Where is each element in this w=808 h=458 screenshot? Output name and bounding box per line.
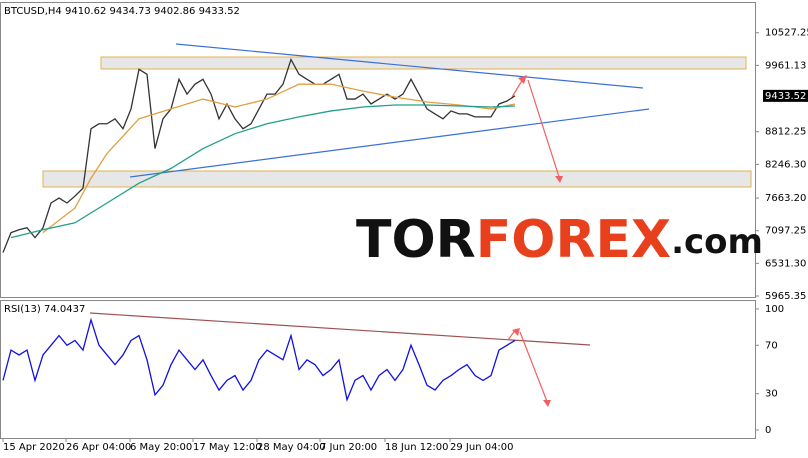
x-tick-label: 17 May 12:00 — [193, 442, 262, 453]
y-tick-label: 70 — [765, 340, 778, 351]
x-tick-label: 26 Apr 04:00 — [66, 442, 131, 453]
series-line — [2, 317, 516, 402]
x-tick-label: 28 May 04:00 — [257, 442, 326, 453]
y-tick-label: 5965.35 — [765, 291, 806, 302]
trendline — [129, 108, 650, 178]
y-tick-label: 9961.13 — [765, 60, 806, 71]
price-panel — [0, 2, 756, 298]
arrow-head — [518, 75, 527, 84]
arrow-head — [543, 400, 551, 407]
x-tick-label: 6 May 20:00 — [130, 442, 192, 453]
rsi-title: RSI(13) 74.0437 — [4, 304, 85, 315]
watermark-part: FOREX — [476, 210, 671, 270]
series-line — [42, 83, 516, 234]
y-tick-label: 8246.30 — [765, 159, 806, 170]
watermark-part: TOR — [356, 210, 476, 270]
arrow — [527, 79, 561, 181]
last-price-box — [763, 89, 808, 102]
support-zone — [42, 170, 752, 188]
y-tick-label: 0 — [765, 425, 771, 436]
arrow — [511, 78, 524, 98]
chart-title: BTCUSD,H4 9410.62 9434.73 9402.86 9433.5… — [4, 6, 240, 17]
x-tick-label: 29 Jun 04:00 — [450, 442, 514, 453]
rsi-panel — [0, 300, 756, 439]
arrow — [519, 331, 549, 405]
watermark: TORFOREX.com — [356, 210, 763, 270]
arrow-head — [512, 328, 520, 336]
x-tick-label: 7 Jun 20:00 — [320, 442, 377, 453]
y-tick-label: 7097.25 — [765, 226, 806, 237]
y-tick-label: 100 — [765, 304, 784, 315]
watermark-part: .com — [671, 222, 763, 262]
trendline — [175, 43, 644, 89]
last-price-label: 9433.52 — [765, 91, 806, 102]
trendline — [89, 312, 591, 346]
x-tick-label: 18 Jun 12:00 — [385, 442, 449, 453]
y-tick-label: 6531.30 — [765, 258, 806, 269]
series-line — [2, 57, 516, 253]
y-tick-label: 7663.20 — [765, 193, 806, 204]
y-tick-label: 8812.25 — [765, 127, 806, 138]
y-tick-label: 30 — [765, 389, 778, 400]
x-tick-label: 15 Apr 2020 — [3, 442, 65, 453]
resistance-zone — [100, 56, 747, 70]
series-line — [10, 104, 516, 239]
arrow-head — [555, 176, 563, 183]
y-tick-label: 10527.25 — [765, 28, 808, 39]
